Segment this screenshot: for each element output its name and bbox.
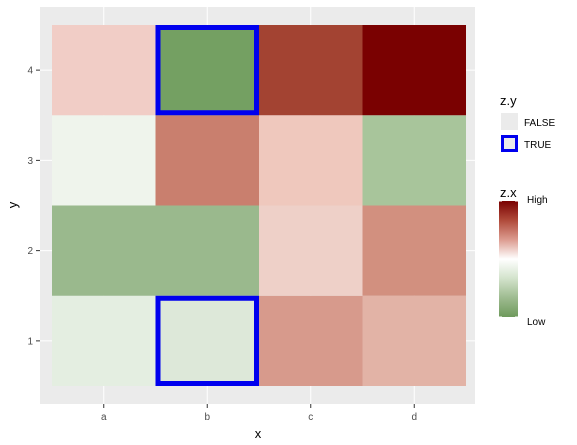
y-axis-title: y (5, 201, 20, 208)
x-tick-label-b: b (204, 412, 210, 423)
legend-zx-colorbar (499, 201, 518, 317)
highlight-outline-b-1 (155, 295, 259, 386)
legend-zy-title: z.y (500, 93, 517, 108)
cell-d-1 (362, 295, 466, 386)
legend-zy: z.y FALSE TRUE (500, 93, 555, 152)
cell-a-3 (52, 115, 156, 206)
x-axis-title: x (255, 426, 262, 441)
cell-d-2 (362, 205, 466, 296)
cell-b-3 (155, 115, 259, 206)
cell-b-2 (155, 205, 259, 296)
legend-zx-title: z.x (500, 185, 517, 200)
legend-zx-low-label: Low (527, 317, 546, 328)
cell-c-1 (259, 295, 363, 386)
cell-a-1 (52, 295, 156, 386)
legend-zy-key-false (501, 113, 518, 130)
y-tick-label-3: 3 (27, 156, 33, 167)
cell-d-4 (362, 25, 466, 116)
highlight-outlines (155, 25, 259, 386)
legend-zy-key-true (501, 135, 518, 152)
y-tick-label-4: 4 (27, 66, 33, 77)
cell-a-4 (52, 25, 156, 116)
x-tick-label-a: a (101, 412, 107, 423)
axis-ticks: a b c d 1 2 3 4 (27, 66, 417, 423)
y-tick-label-2: 2 (27, 246, 33, 257)
x-tick-label-d: d (411, 412, 417, 423)
legend-zy-label-false: FALSE (524, 118, 555, 129)
legend-zy-label-true: TRUE (524, 140, 552, 151)
cell-d-3 (362, 115, 466, 206)
legend-zx: z.x High Low (499, 185, 548, 328)
highlight-outline-b-4 (155, 25, 259, 116)
heatmap-cells (52, 25, 466, 386)
cell-b-1 (155, 295, 259, 386)
cell-c-3 (259, 115, 363, 206)
x-tick-label-c: c (308, 412, 313, 423)
cell-a-2 (52, 205, 156, 296)
y-tick-label-1: 1 (27, 336, 33, 347)
legend-zx-high-label: High (527, 195, 548, 206)
cell-b-4 (155, 25, 259, 116)
cell-c-4 (259, 25, 363, 116)
cell-c-2 (259, 205, 363, 296)
